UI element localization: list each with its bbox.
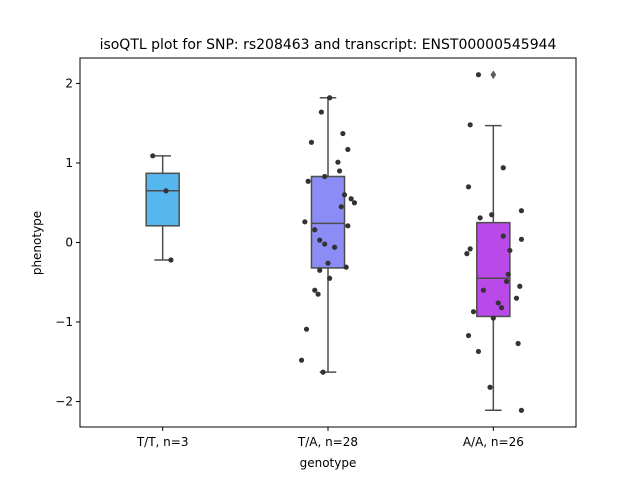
- x-tick-label: T/T, n=3: [136, 435, 189, 449]
- data-point: [507, 247, 513, 254]
- data-point: [305, 178, 311, 184]
- data-point: [467, 246, 473, 252]
- data-point: [467, 122, 473, 128]
- data-point: [317, 237, 323, 243]
- iqr-box: [310, 175, 346, 269]
- data-point: [513, 295, 520, 301]
- data-point: [518, 407, 525, 413]
- data-point: [325, 260, 331, 266]
- data-point: [518, 236, 525, 242]
- data-point: [465, 332, 472, 339]
- data-point: [317, 267, 323, 273]
- strip-points-2: [298, 95, 358, 375]
- data-point: [464, 251, 470, 257]
- data-point: [340, 130, 346, 137]
- data-point: [505, 271, 511, 277]
- data-point: [500, 233, 506, 239]
- data-point: [315, 291, 321, 297]
- x-tick-label: T/A, n=28: [297, 435, 358, 449]
- data-point: [515, 340, 521, 347]
- data-point: [503, 278, 510, 285]
- data-point: [499, 305, 505, 311]
- iqr-box: [145, 172, 180, 227]
- data-point: [163, 188, 169, 194]
- strip-points-3: [464, 72, 525, 413]
- outlier-marker: [490, 70, 497, 80]
- data-point: [338, 204, 344, 210]
- data-point: [500, 165, 506, 171]
- data-point: [345, 223, 351, 229]
- data-point: [298, 357, 305, 363]
- data-point: [303, 326, 310, 332]
- strip-points-1: [150, 153, 174, 263]
- data-point: [335, 159, 341, 165]
- plot-area: −2 −1 0 1 2 T/T, n=3 T/A, n=28 A/A, n=26: [55, 57, 577, 449]
- box-group-1: [145, 155, 180, 261]
- data-point: [308, 139, 315, 145]
- data-point: [312, 227, 318, 233]
- data-point: [302, 219, 308, 225]
- data-point: [348, 196, 354, 202]
- data-point: [470, 309, 477, 315]
- data-point: [477, 215, 483, 221]
- data-point: [490, 315, 496, 321]
- data-point: [480, 287, 487, 293]
- data-point: [322, 173, 328, 180]
- data-point: [336, 168, 343, 174]
- data-point: [475, 72, 482, 78]
- data-point: [341, 192, 348, 198]
- data-point: [343, 264, 349, 270]
- y-tick-label: −1: [55, 315, 73, 329]
- data-point: [465, 184, 472, 190]
- y-tick-label: −2: [55, 395, 73, 409]
- x-axis-label: genotype: [300, 456, 357, 470]
- data-point: [517, 283, 523, 289]
- data-point: [150, 153, 156, 159]
- y-tick-label: 0: [65, 236, 73, 250]
- data-point: [327, 95, 333, 101]
- box-group-3: [476, 70, 511, 412]
- data-point: [327, 275, 333, 281]
- data-point: [332, 244, 338, 250]
- data-point: [168, 257, 174, 263]
- data-point: [318, 109, 324, 115]
- data-point: [312, 287, 318, 293]
- data-point: [495, 300, 501, 306]
- data-point: [322, 241, 328, 247]
- data-point: [489, 212, 495, 218]
- data-point: [320, 369, 326, 375]
- y-tick-label: 2: [65, 76, 73, 90]
- data-point: [345, 146, 351, 153]
- y-tick-label: 1: [65, 156, 73, 170]
- data-point: [518, 208, 525, 214]
- box-group-2: [310, 97, 346, 373]
- y-axis-label: phenotype: [30, 211, 44, 275]
- data-point: [487, 384, 493, 390]
- data-point: [475, 348, 482, 355]
- x-tick-label: A/A, n=26: [463, 435, 524, 449]
- data-point: [351, 200, 358, 206]
- chart-title: isoQTL plot for SNP: rs208463 and transc…: [100, 37, 557, 53]
